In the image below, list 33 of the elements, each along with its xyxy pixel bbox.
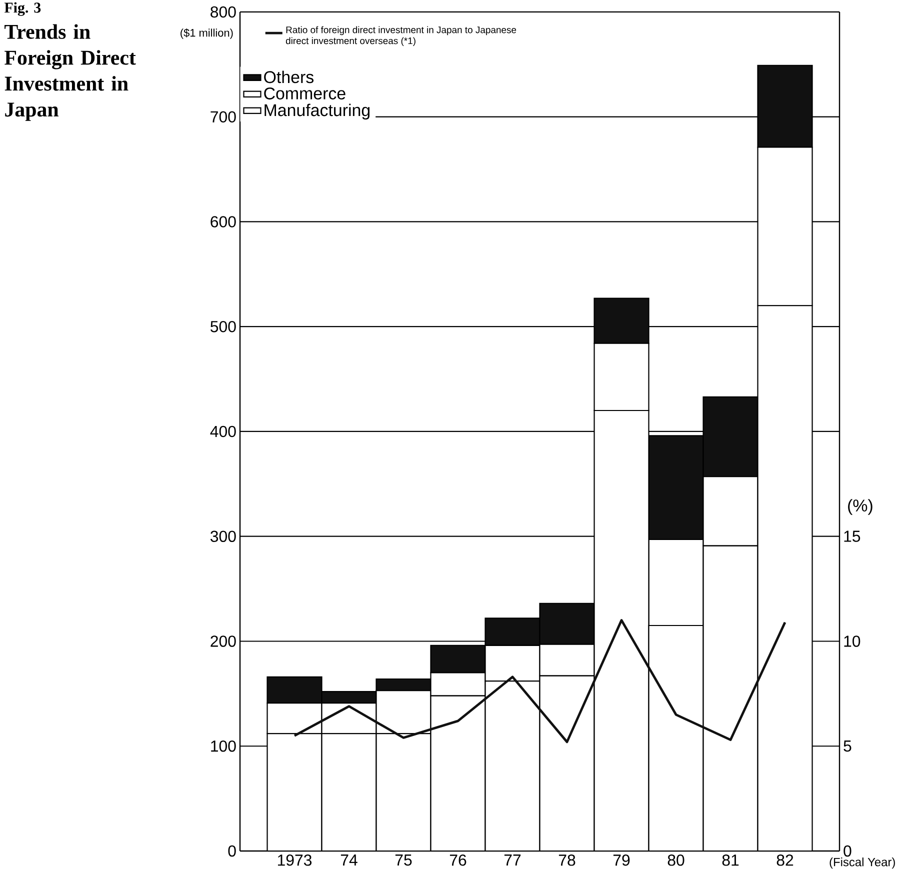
y-tick-label: 600: [210, 216, 236, 228]
y-tick-label: 800: [210, 6, 236, 18]
y-axis-title: ($1 million): [180, 28, 233, 39]
line-series: [293, 619, 786, 744]
legend-label: Others: [264, 70, 314, 84]
y2-axis-title: (%): [848, 499, 872, 515]
y-tick-label: 200: [210, 636, 236, 647]
legend-label: Manufacturing: [264, 104, 370, 120]
x-tick-label: 1973: [278, 854, 312, 866]
caption: Fig. 3: [4, 2, 41, 16]
x-tick-label: 82: [776, 854, 794, 866]
y-tick-label: 0: [228, 845, 236, 857]
text: Trends in Foreign Direct Investment in Japan: [4, 24, 136, 121]
x-tick-label: 80: [668, 854, 684, 866]
y-tick-label: 300: [210, 530, 236, 542]
y-tick-label: 700: [210, 111, 236, 122]
x-axis-title: (Fiscal Year): [830, 858, 895, 869]
y-tick-label: 100: [211, 740, 236, 752]
y2-tick-label: 10: [844, 636, 860, 647]
x-tick-label: 79: [613, 854, 630, 866]
legend-label: Commerce: [264, 87, 346, 100]
y-tick-label: 400: [210, 426, 236, 438]
x-tick-label: 76: [450, 854, 466, 866]
y-tick-label: 500: [210, 320, 236, 332]
x-tick-label: 74: [340, 854, 358, 866]
legend-label: Ratio of foreign direct investment in Japan to Japanese direct investment overseas (*1): [286, 26, 516, 46]
x-tick-label: 81: [722, 854, 739, 866]
y2-tick-label: 15: [844, 530, 860, 542]
x-tick-label: 75: [395, 854, 412, 866]
x-tick-label: 78: [558, 854, 576, 866]
y2-tick-label: 5: [844, 740, 852, 752]
x-tick-label: 77: [504, 854, 521, 866]
y2-tick-label: 0: [844, 845, 852, 857]
